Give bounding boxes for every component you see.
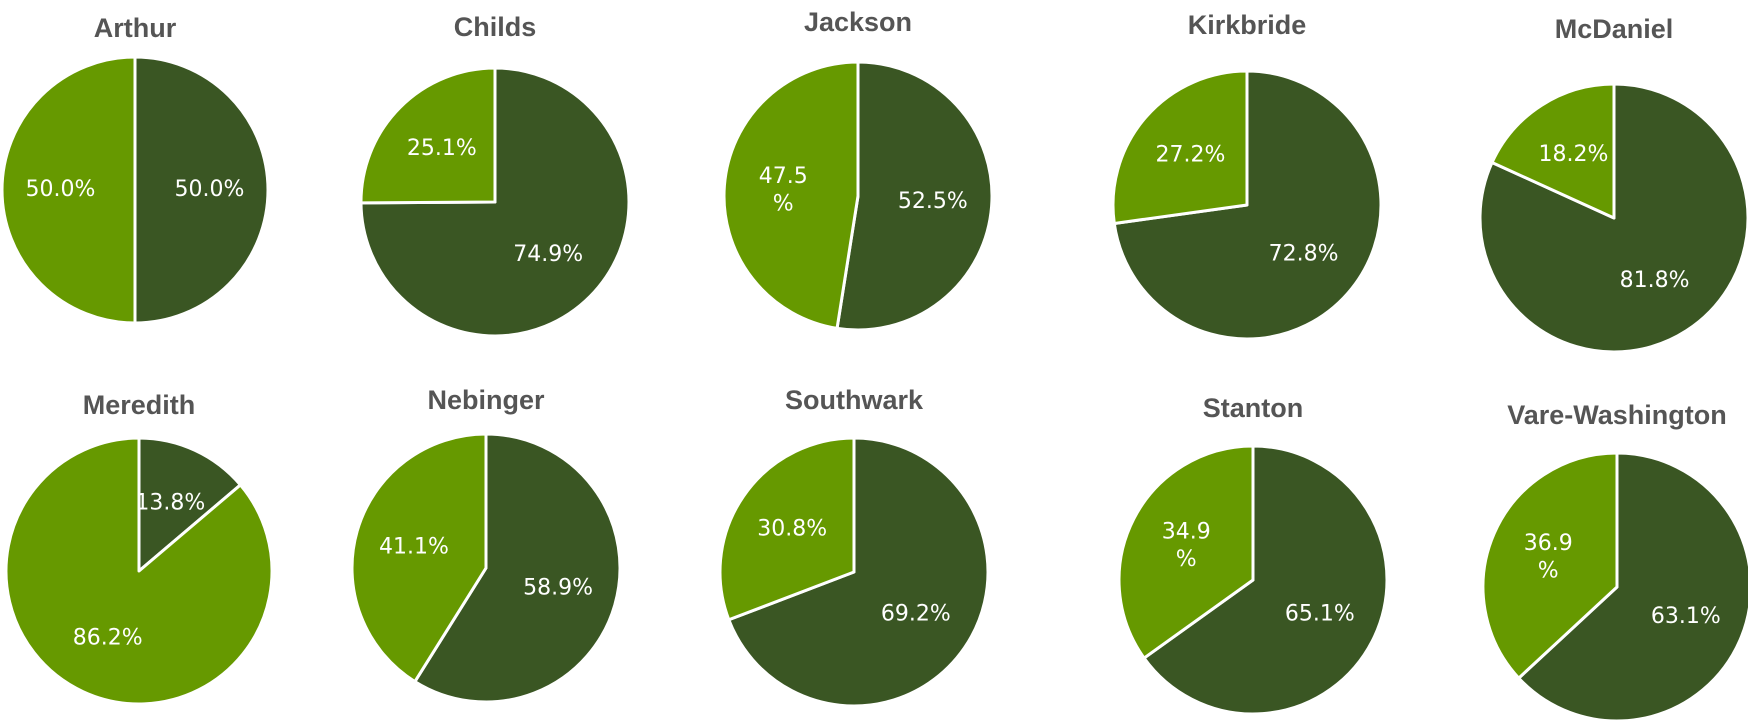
slice-label: 41.1% [379, 534, 449, 559]
pie-slice [137, 436, 242, 573]
slice-label: 25.1% [407, 136, 477, 161]
slice-label: 50.0% [26, 177, 96, 202]
pie-title: Meredith [83, 390, 196, 420]
pie-stanton: Stanton 65.1% 34.9% [1117, 393, 1389, 716]
pie-slice [1111, 69, 1249, 225]
pie-slice [1117, 444, 1255, 660]
slice-label: 58.9% [523, 576, 593, 601]
slice-label: 63.1% [1651, 604, 1721, 629]
pie-slice [1142, 444, 1389, 716]
pie-title: Kirkbride [1188, 10, 1307, 40]
pie-slice [1490, 82, 1616, 220]
slice-label: 69.2% [881, 602, 951, 627]
slice-label: 52.5% [898, 189, 968, 214]
pie-slice [350, 432, 488, 684]
pie-childs: Childs 74.9% 25.1% [359, 12, 631, 338]
slice-label: 34.9% [1162, 520, 1211, 573]
pie-slice [4, 436, 274, 706]
pie-title: Nebinger [427, 385, 545, 415]
pie-title: Vare-Washington [1507, 400, 1727, 430]
pie-title: Stanton [1203, 393, 1304, 423]
slice-label: 86.2% [73, 626, 143, 651]
pie-slice [413, 432, 622, 704]
pie-slice [1481, 451, 1619, 680]
pie-slice [359, 66, 497, 205]
pie-southwark: Southwark 69.2% 30.8% [718, 385, 990, 708]
pie-kirkbride: Kirkbride 72.8% 27.2% [1111, 10, 1383, 341]
pie-jackson: Jackson 52.5% 47.5% [722, 7, 994, 332]
pie-title: Arthur [94, 13, 177, 43]
pie-meredith: Meredith 13.8% 86.2% [4, 390, 274, 706]
pie-slice [722, 60, 860, 330]
pie-title: Southwark [785, 385, 924, 415]
slice-label: 65.1% [1285, 601, 1355, 626]
pie-title: Jackson [804, 7, 912, 37]
slice-label: 74.9% [513, 242, 583, 267]
slice-label: 30.8% [757, 516, 827, 541]
pie-nebinger: Nebinger 58.9% 41.1% [350, 385, 622, 704]
slice-label: 50.0% [175, 177, 245, 202]
slice-label: 81.8% [1620, 268, 1690, 293]
pie-slice [359, 66, 631, 338]
slice-label: 27.2% [1155, 143, 1225, 168]
pie-slice [835, 60, 994, 332]
pie-title: McDaniel [1555, 14, 1674, 44]
slice-label: 13.8% [135, 490, 205, 515]
pie-title: Childs [454, 12, 537, 42]
pie-mcdaniel: McDaniel 81.8% 18.2% [1478, 14, 1748, 354]
pie-arthur: Arthur 50.0% 50.0% [0, 13, 270, 325]
pie-slice [718, 436, 856, 622]
pie-slice [0, 55, 137, 325]
pie-slice [1517, 451, 1748, 723]
pie-slice [133, 55, 270, 325]
slice-label: 36.9% [1524, 531, 1573, 584]
slice-label: 47.5% [759, 164, 808, 217]
slice-label: 18.2% [1538, 142, 1608, 167]
pie-vare-washington: Vare-Washington 63.1% 36.9% [1481, 400, 1748, 723]
pie-slice [727, 436, 990, 708]
slice-label: 72.8% [1269, 241, 1339, 266]
